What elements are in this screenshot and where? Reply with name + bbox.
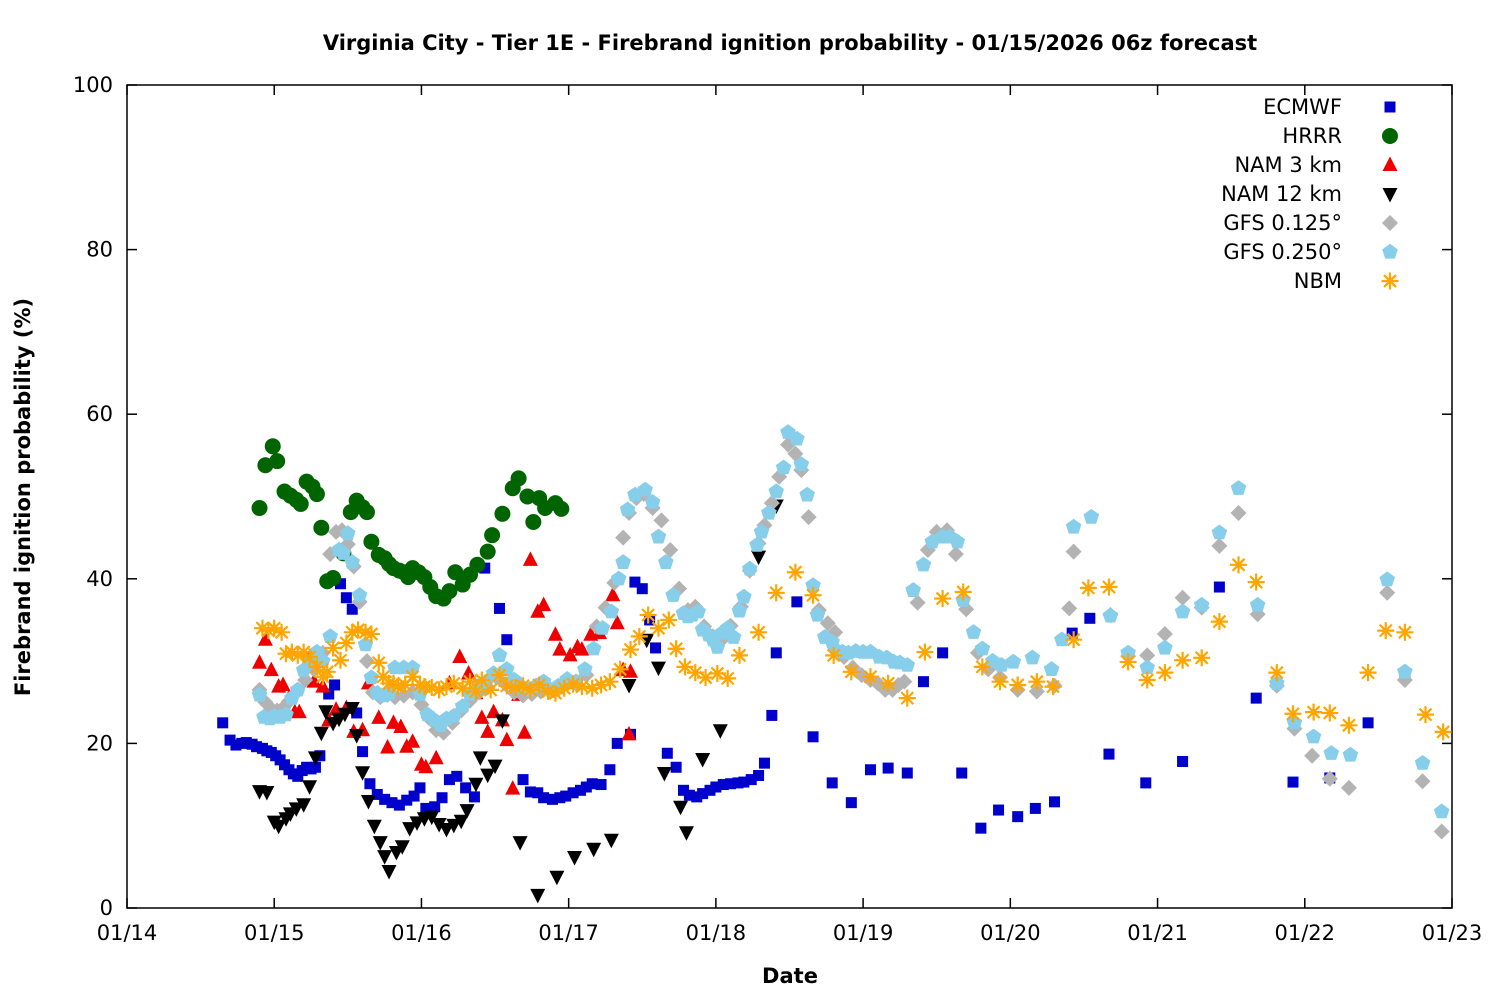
series-nam-12-km — [252, 499, 784, 904]
plot-points — [217, 424, 1452, 904]
series-ecmwf — [217, 562, 1411, 834]
legend-marker-pentagon-icon — [1382, 243, 1398, 259]
x-axis-label: Date — [762, 964, 818, 988]
legend-label: ECMWF — [1263, 95, 1342, 119]
y-axis-label: Firebrand ignition probability (%) — [11, 298, 35, 696]
legend-marker-asterisk-icon — [1381, 272, 1399, 290]
legend-marker-triangle-up-icon — [1382, 156, 1398, 171]
x-tick-label: 01/15 — [244, 921, 305, 945]
x-tick-label: 01/17 — [538, 921, 599, 945]
x-tick-label: 01/23 — [1422, 921, 1483, 945]
y-tick-label: 20 — [86, 731, 113, 755]
legend-label: NAM 3 km — [1234, 153, 1342, 177]
legend-label: NBM — [1294, 269, 1342, 293]
legend-marker-triangle-down-icon — [1382, 188, 1398, 203]
y-tick-label: 0 — [100, 896, 113, 920]
chart-legend: ECMWF HRRR NAM 3 km NAM 12 km GFS 0.125° GFS … — [1221, 95, 1399, 293]
y-tick-label: 80 — [86, 238, 113, 262]
y-tick-label: 40 — [86, 567, 113, 591]
y-tick-label: 60 — [86, 402, 113, 426]
x-tick-label: 01/20 — [980, 921, 1041, 945]
legend-marker-circle-icon — [1382, 128, 1398, 144]
legend-marker-square-icon — [1384, 101, 1396, 113]
x-tick-label: 01/18 — [686, 921, 747, 945]
series-hrrr — [251, 438, 570, 607]
x-tick-label: 01/16 — [391, 921, 452, 945]
plot-frame: 01/14 01/15 01/16 01/17 01/18 01/19 01/20 01/21… — [73, 73, 1482, 945]
series-nbm — [253, 556, 1452, 741]
legend-label: NAM 12 km — [1221, 182, 1342, 206]
y-tick-label: 100 — [73, 73, 113, 97]
legend-label: HRRR — [1282, 124, 1342, 148]
legend-label: GFS 0.250° — [1223, 240, 1342, 264]
legend-marker-diamond-icon — [1382, 215, 1398, 231]
x-tick-label: 01/14 — [97, 921, 158, 945]
x-tick-label: 01/22 — [1275, 921, 1336, 945]
page-title: Virginia City - Tier 1E - Firebrand igni… — [323, 31, 1257, 55]
x-tick-label: 01/19 — [833, 921, 894, 945]
series-nam-3-km — [252, 551, 638, 795]
x-tick-label: 01/21 — [1127, 921, 1188, 945]
series-gfs-0-125- — [251, 436, 1450, 840]
legend-label: GFS 0.125° — [1223, 211, 1342, 235]
